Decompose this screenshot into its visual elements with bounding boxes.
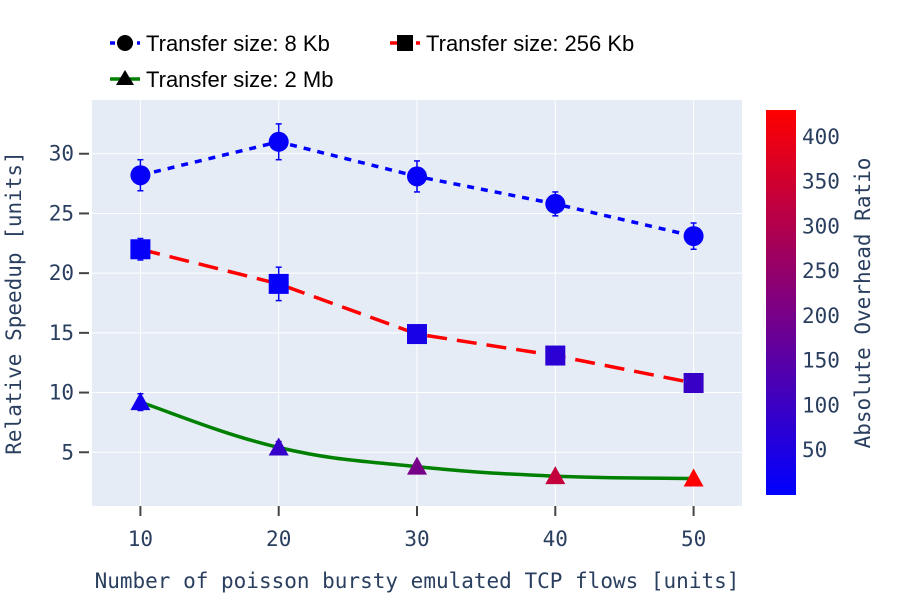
y-tick-label: 15: [49, 321, 74, 345]
colorbar-title: Absolute Overhead Ratio: [851, 158, 875, 449]
legend-marker: [117, 35, 133, 51]
data-point: [268, 131, 289, 152]
data-point: [545, 193, 566, 214]
data-markers: [130, 131, 704, 487]
legend: Transfer size: 8 Kb Transfer size: 256 Kb…: [110, 31, 634, 92]
x-axis-title: Number of poisson bursty emulated TCP fl…: [95, 569, 740, 593]
x-tick-label: 30: [404, 527, 429, 551]
y-axis: 5 10 15 20 25 30: [49, 142, 89, 464]
legend-label: Transfer size: 8 Kb: [146, 31, 330, 56]
data-point: [268, 437, 289, 456]
data-point: [130, 165, 151, 186]
data-point: [130, 392, 151, 411]
data-point: [407, 166, 427, 187]
legend-marker: [116, 70, 134, 85]
colorbar-tick-label: 50: [802, 438, 827, 462]
colorbar-tick-label: 350: [802, 170, 840, 194]
x-tick-label: 20: [266, 527, 291, 551]
y-tick-label: 25: [49, 201, 74, 225]
y-axis-title: Relative Speedup [units]: [2, 151, 26, 454]
x-axis: 10 20 30 40 50: [128, 506, 706, 551]
data-point: [407, 324, 427, 345]
colorbar-tick-label: 300: [802, 214, 840, 238]
y-tick-label: 10: [49, 381, 74, 405]
y-tick-label: 20: [49, 261, 74, 285]
x-tick-label: 10: [128, 527, 153, 551]
data-point: [407, 456, 427, 475]
x-tick-label: 50: [681, 527, 706, 551]
data-point: [683, 226, 704, 247]
data-point: [545, 466, 566, 485]
colorbar-tick-label: 100: [802, 393, 840, 417]
y-tick-label: 5: [61, 440, 74, 464]
colorbar-tick-label: 200: [802, 304, 840, 328]
legend-label: Transfer size: 256 Kb: [426, 31, 634, 56]
data-point: [683, 373, 704, 394]
y-tick-label: 30: [49, 142, 74, 166]
legend-marker: [397, 35, 413, 51]
data-point: [130, 239, 151, 260]
colorbar-tick-label: 250: [802, 259, 840, 283]
colorbar-ticks: 50 100 150 200 250 300 350 400: [802, 125, 840, 462]
legend-label: Transfer size: 2 Mb: [146, 67, 333, 92]
data-point: [268, 273, 289, 294]
data-point: [545, 345, 566, 366]
data-point: [683, 468, 704, 487]
colorbar: [766, 110, 796, 495]
colorbar-tick-label: 150: [802, 349, 840, 373]
colorbar-tick-label: 400: [802, 125, 840, 149]
x-tick-label: 40: [543, 527, 568, 551]
